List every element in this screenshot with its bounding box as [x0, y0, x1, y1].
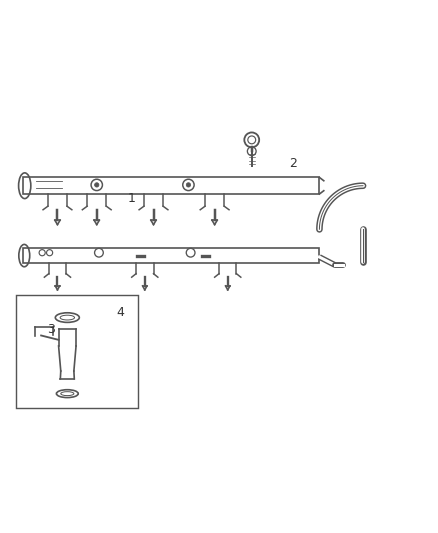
Bar: [22, 177, 319, 194]
Circle shape: [186, 183, 191, 187]
Text: 2: 2: [289, 157, 297, 171]
Text: 3: 3: [47, 324, 55, 336]
Text: 1: 1: [128, 192, 136, 205]
Bar: [16, 295, 138, 408]
Bar: [22, 248, 319, 263]
Circle shape: [95, 183, 99, 187]
Text: 4: 4: [117, 306, 125, 319]
